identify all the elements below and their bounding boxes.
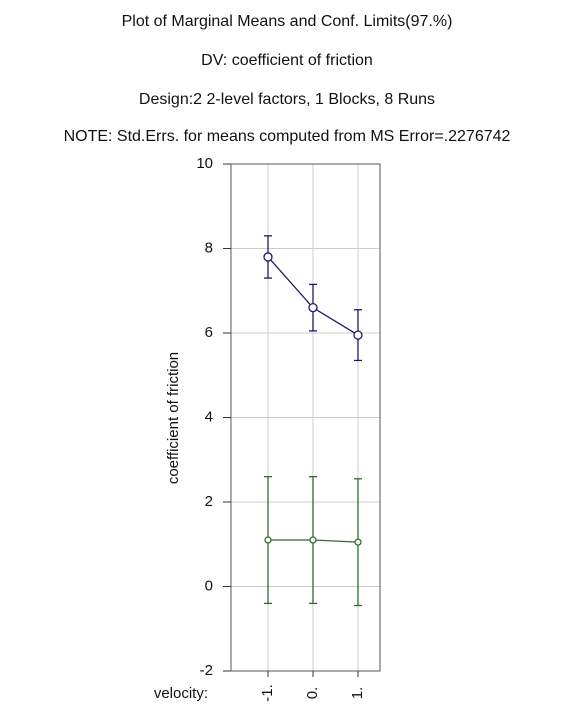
point [354, 538, 362, 546]
design-text: Design:2 2-level factors, 1 Blocks, 8 Ru… [139, 91, 435, 108]
point [264, 536, 272, 544]
chart-title: Plot of Marginal Means and Conf. Limits(… [122, 13, 453, 30]
y-tick-label: 6 [205, 324, 213, 341]
point [353, 330, 363, 340]
chart-subtitle: DV: coefficient of friction [201, 52, 373, 69]
point [309, 536, 317, 544]
point [263, 252, 273, 262]
y-tick-label: 4 [205, 408, 213, 425]
point [308, 302, 318, 313]
y-axis-label: coefficient of friction [165, 352, 182, 484]
note-text: NOTE: Std.Errs. for means computed from … [64, 128, 511, 145]
y-tick-label: 10 [196, 155, 213, 172]
x-tick-label: -1. [259, 684, 276, 702]
y-tick-label: 0 [205, 577, 213, 594]
x-tick-label: 0. [304, 687, 321, 700]
y-tick-label: -2 [200, 662, 213, 679]
x-axis-label: velocity: [154, 685, 208, 702]
x-tick-label: 1. [349, 687, 366, 700]
y-tick-label: 2 [205, 493, 213, 510]
plot-frame [230, 163, 381, 672]
y-tick-label: 8 [205, 239, 213, 256]
